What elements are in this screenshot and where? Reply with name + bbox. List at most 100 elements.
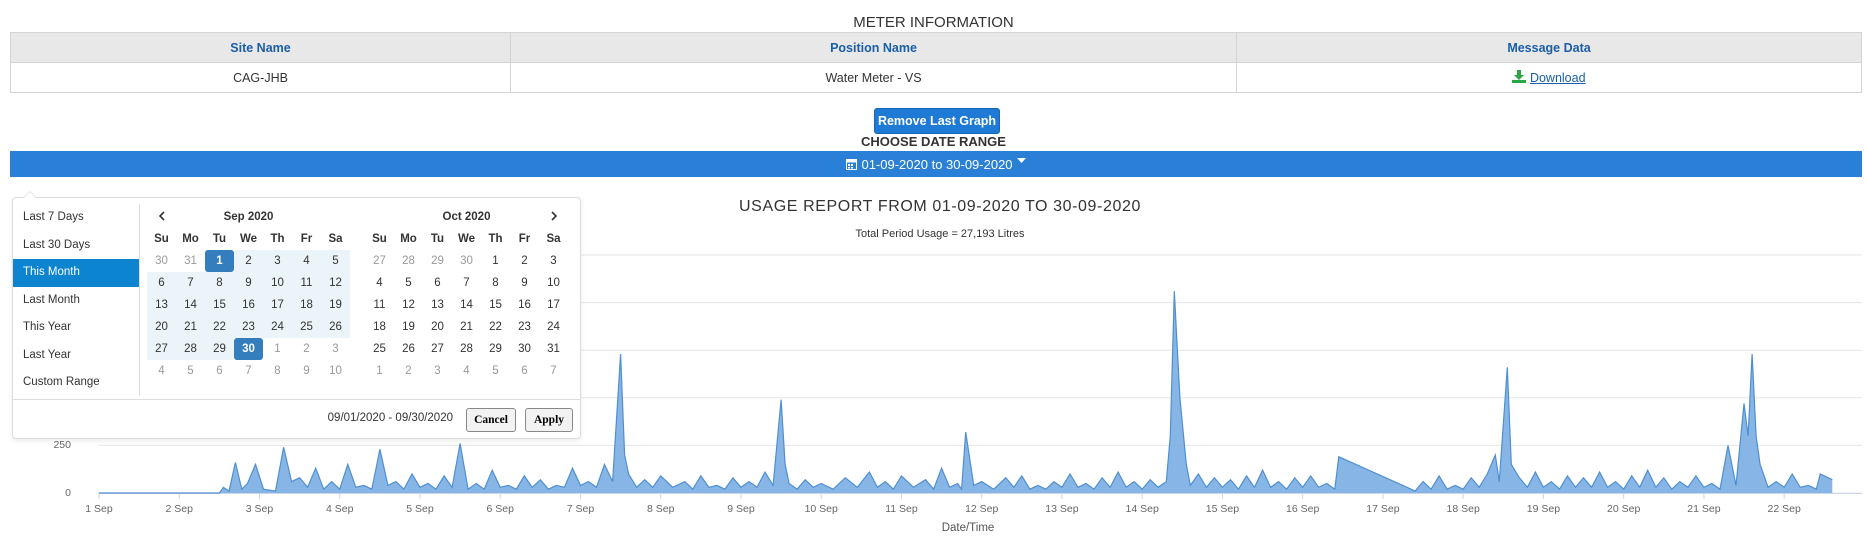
day[interactable]: 2 — [521, 255, 528, 267]
day[interactable]: 5 — [492, 365, 499, 377]
remove-graph-button[interactable]: Remove Last Graph — [874, 108, 1000, 134]
day[interactable]: 10 — [547, 277, 560, 289]
day[interactable]: 31 — [184, 255, 197, 267]
day[interactable]: 27 — [431, 343, 444, 355]
day[interactable]: 19 — [321, 294, 350, 316]
day[interactable]: 7 — [463, 277, 470, 289]
day[interactable]: 2 — [303, 343, 310, 355]
apply-button[interactable]: Apply — [525, 408, 573, 432]
day[interactable]: 3 — [332, 343, 339, 355]
day[interactable]: 16 — [518, 299, 531, 311]
day[interactable]: 26 — [402, 343, 415, 355]
day[interactable]: 22 — [489, 321, 502, 333]
range-option[interactable]: Last Month — [23, 293, 80, 306]
day[interactable]: 6 — [147, 272, 176, 294]
day[interactable]: 9 — [303, 365, 310, 377]
day[interactable]: 15 — [489, 299, 502, 311]
day[interactable]: 30 — [460, 255, 473, 267]
day[interactable]: 1 — [492, 255, 499, 267]
day[interactable]: 25 — [373, 343, 386, 355]
next-arrow[interactable] — [539, 206, 568, 228]
day[interactable]: 14 — [176, 294, 205, 316]
weekday: We — [457, 233, 476, 245]
day[interactable]: 17 — [547, 299, 560, 311]
day[interactable]: 1 — [205, 250, 234, 272]
day[interactable]: 28 — [176, 338, 205, 360]
day[interactable]: 16 — [234, 294, 263, 316]
day[interactable]: 27 — [147, 338, 176, 360]
date-range-selector[interactable]: 01-09-2020 to 30-09-2020 — [10, 151, 1862, 177]
day[interactable]: 28 — [402, 255, 415, 267]
day[interactable]: 29 — [205, 338, 234, 360]
day[interactable]: 29 — [431, 255, 444, 267]
day[interactable]: 14 — [460, 299, 473, 311]
day[interactable]: 12 — [321, 272, 350, 294]
day[interactable]: 30 — [234, 338, 263, 360]
day[interactable]: 31 — [547, 343, 560, 355]
day[interactable]: 6 — [216, 365, 223, 377]
day[interactable]: 10 — [329, 365, 342, 377]
day[interactable]: 5 — [187, 365, 194, 377]
day[interactable]: 8 — [492, 277, 499, 289]
day[interactable]: 9 — [521, 277, 528, 289]
day[interactable]: 25 — [292, 316, 321, 338]
download-link[interactable]: Download — [1529, 71, 1586, 85]
day[interactable]: 7 — [550, 365, 557, 377]
x-tick-label: 17 Sep — [1366, 503, 1399, 515]
day[interactable]: 3 — [550, 255, 557, 267]
day[interactable]: 13 — [147, 294, 176, 316]
range-option[interactable]: Last 30 Days — [23, 238, 91, 251]
day[interactable]: 2 — [234, 250, 263, 272]
day[interactable]: 12 — [402, 299, 415, 311]
day[interactable]: 29 — [489, 343, 502, 355]
day[interactable]: 18 — [373, 321, 386, 333]
day[interactable]: 23 — [518, 321, 531, 333]
day[interactable]: 8 — [205, 272, 234, 294]
day[interactable]: 7 — [176, 272, 205, 294]
day[interactable]: 5 — [405, 277, 412, 289]
day[interactable]: 3 — [263, 250, 292, 272]
day[interactable]: 4 — [463, 365, 470, 377]
day[interactable]: 20 — [431, 321, 444, 333]
prev-arrow[interactable] — [147, 206, 176, 228]
range-option[interactable]: Last Year — [23, 348, 71, 361]
day[interactable]: 18 — [292, 294, 321, 316]
day[interactable]: 5 — [321, 250, 350, 272]
day[interactable]: 3 — [434, 365, 441, 377]
day[interactable]: 17 — [263, 294, 292, 316]
day[interactable]: 9 — [234, 272, 263, 294]
day[interactable]: 21 — [460, 321, 473, 333]
day[interactable]: 8 — [274, 365, 281, 377]
day[interactable]: 23 — [234, 316, 263, 338]
range-option[interactable]: Custom Range — [23, 376, 100, 388]
day[interactable]: 6 — [434, 277, 441, 289]
day[interactable]: 21 — [176, 316, 205, 338]
day[interactable]: 11 — [373, 299, 386, 311]
range-option[interactable]: This Year — [23, 321, 71, 333]
day[interactable]: 22 — [205, 316, 234, 338]
range-option[interactable]: Last 7 Days — [23, 211, 84, 223]
day[interactable]: 30 — [518, 343, 531, 355]
cancel-button[interactable]: Cancel — [466, 408, 516, 432]
day[interactable]: 27 — [373, 255, 386, 267]
day[interactable]: 15 — [205, 294, 234, 316]
day[interactable]: 6 — [521, 365, 528, 377]
day[interactable]: 26 — [321, 316, 350, 338]
day[interactable]: 11 — [292, 272, 321, 294]
day[interactable]: 28 — [460, 343, 473, 355]
range-option[interactable]: This Month — [13, 259, 139, 287]
day[interactable]: 1 — [274, 343, 281, 355]
day[interactable]: 24 — [547, 321, 560, 333]
day[interactable]: 13 — [431, 299, 444, 311]
day[interactable]: 7 — [245, 365, 252, 377]
day[interactable]: 1 — [376, 365, 383, 377]
day[interactable]: 30 — [155, 255, 168, 267]
day[interactable]: 4 — [292, 250, 321, 272]
day[interactable]: 10 — [263, 272, 292, 294]
day[interactable]: 4 — [376, 277, 383, 289]
day[interactable]: 2 — [405, 365, 412, 377]
day[interactable]: 4 — [158, 365, 165, 377]
day[interactable]: 24 — [263, 316, 292, 338]
day[interactable]: 19 — [402, 321, 415, 333]
day[interactable]: 20 — [147, 316, 176, 338]
